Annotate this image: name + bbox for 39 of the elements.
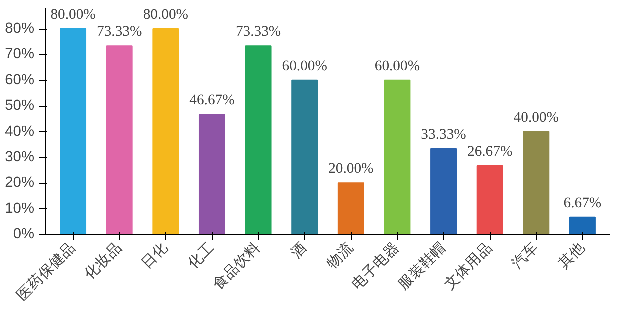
x-tick-label: 酒 [288,239,310,262]
x-tick-label: 化妆品 [81,239,126,283]
data-label: 26.67% [467,144,513,160]
x-tick-label: 日化 [138,239,172,272]
data-label: 80.00% [143,7,189,24]
bar [338,182,364,234]
y-tick-label: 50% [5,98,35,114]
x-tick-label: 化工 [184,239,218,272]
data-label: 60.00% [282,58,328,74]
data-label: 60.00% [374,58,420,74]
data-label: 6.67% [564,195,602,212]
bar [198,114,226,234]
bar [384,80,411,234]
data-label: 73.33% [236,24,282,40]
bar [60,28,87,234]
bar [245,46,272,234]
x-tick-label: 其他 [555,239,588,272]
bar [106,46,133,234]
data-label: 20.00% [328,161,374,178]
y-tick-label: 70% [5,46,35,63]
bar [569,216,596,234]
y-tick-label: 80% [5,21,35,38]
data-label: 80.00% [50,7,96,24]
x-tick-label: 汽车 [508,239,542,272]
data-label: 73.33% [97,24,142,40]
y-tick-label: 10% [5,200,35,217]
y-tick-label: 60% [5,72,35,88]
y-tick-label: 20% [5,175,35,192]
data-label: 40.00% [514,110,559,126]
y-tick-label: 30% [5,149,35,166]
bar [523,131,550,234]
data-label: 33.33% [421,126,466,143]
y-tick-label: 40% [5,124,35,140]
bar [152,28,180,234]
bar [430,148,458,234]
data-label: 46.67% [190,92,235,109]
bar [476,166,504,234]
x-tick-label: 物流 [324,239,357,272]
bar [292,80,318,234]
